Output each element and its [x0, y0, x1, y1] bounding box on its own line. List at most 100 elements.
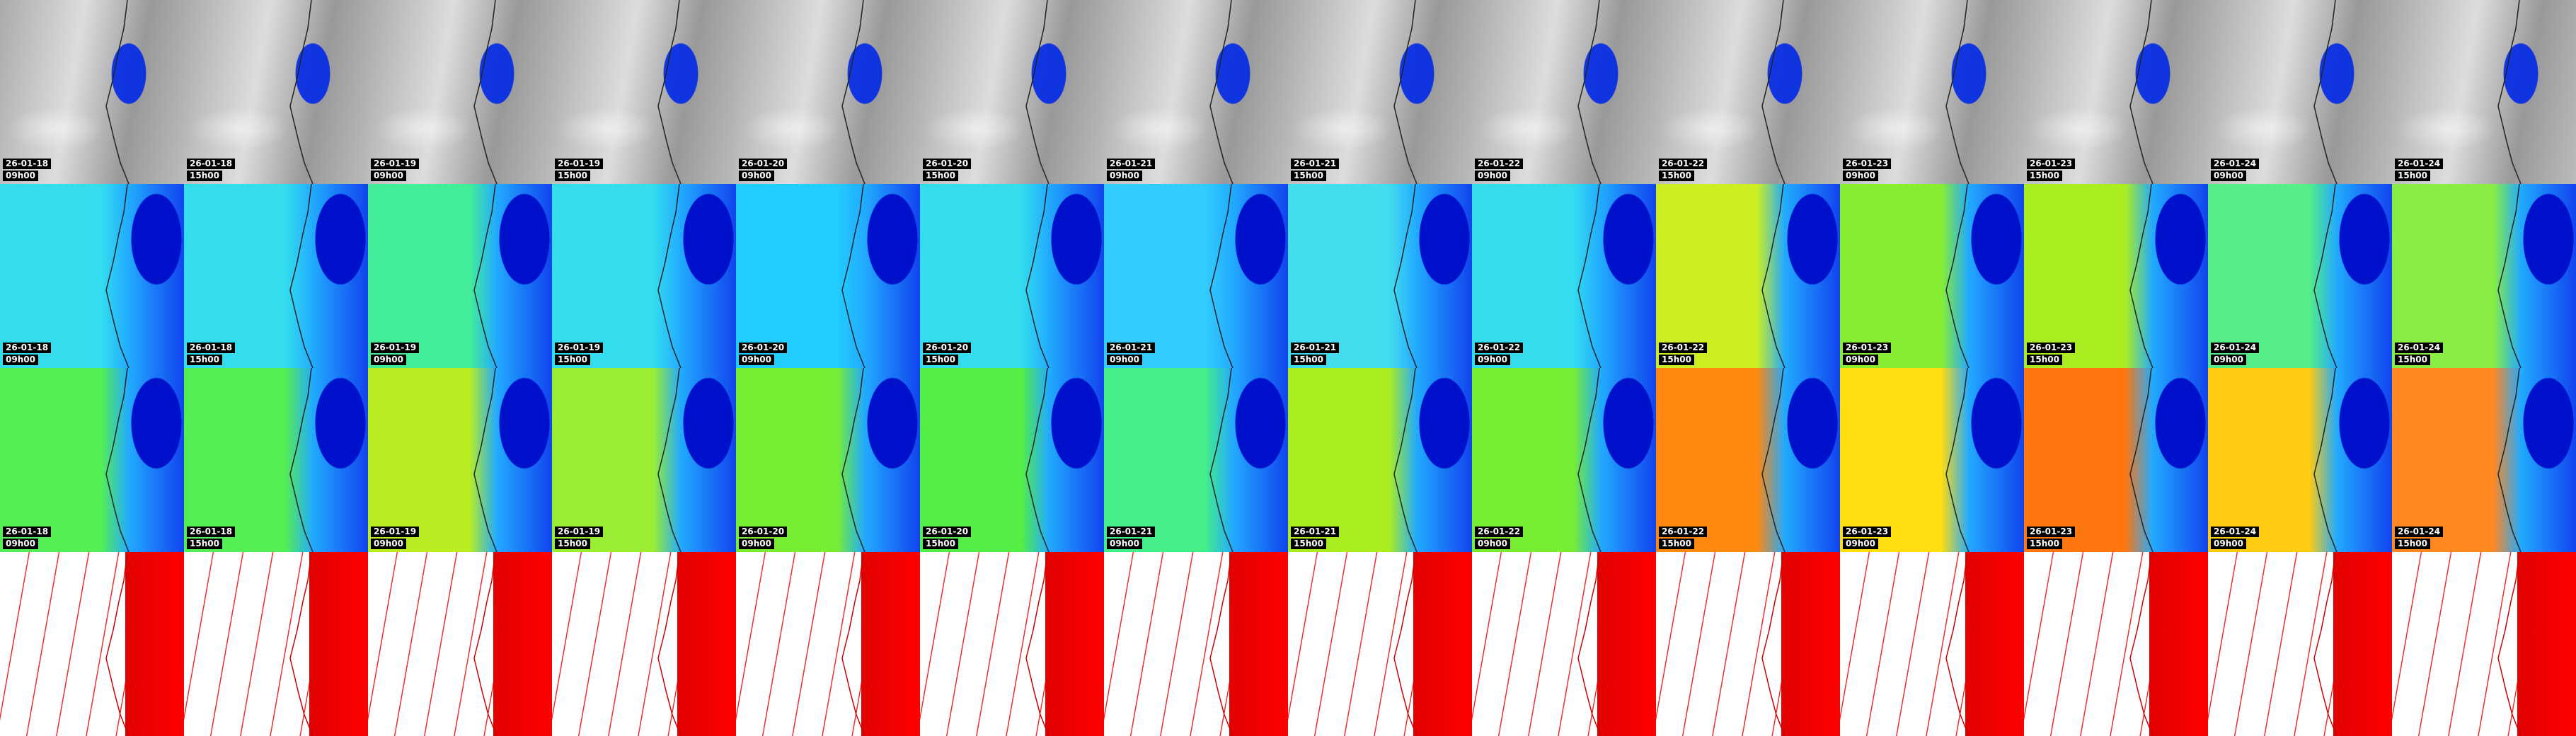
coastline [2497, 552, 2522, 736]
coast-path [1761, 368, 1786, 552]
label-time: 15h00 [923, 171, 958, 181]
label-date: 26-01-18 [187, 159, 236, 169]
wind-tile: 26-01-23 09h00 [1840, 184, 2024, 368]
label-date: 26-01-22 [1475, 527, 1524, 537]
pressure-tile [736, 552, 920, 736]
timestamp-label: 26-01-18 15h00 [187, 527, 236, 549]
coastline [2129, 0, 2154, 184]
coastline [1393, 184, 1418, 368]
coast-path [841, 0, 866, 184]
label-time: 09h00 [739, 355, 774, 365]
label-date: 26-01-23 [2027, 527, 2076, 537]
timestamp-label: 26-01-18 09h00 [3, 343, 52, 365]
pressure-tile [2024, 552, 2208, 736]
coast-path [1577, 184, 1602, 368]
label-time: 09h00 [371, 355, 406, 365]
coast-path [289, 368, 314, 552]
coast-path [1025, 552, 1050, 736]
label-time: 09h00 [1475, 355, 1510, 365]
coast-path [657, 184, 682, 368]
wind-tile: 26-01-23 15h00 [2024, 184, 2208, 368]
coastline [289, 368, 314, 552]
coastline [1761, 184, 1786, 368]
wind-tile: 26-01-19 09h00 [368, 184, 552, 368]
label-date: 26-01-24 [2211, 159, 2260, 169]
coastline [1393, 0, 1418, 184]
coastline [841, 368, 866, 552]
coastline [1209, 552, 1234, 736]
gust-tile: 26-01-23 15h00 [2024, 368, 2208, 552]
coast-path [105, 368, 130, 552]
timestamp-label: 26-01-18 15h00 [187, 343, 236, 365]
coastline [1209, 0, 1234, 184]
coastline [1577, 0, 1602, 184]
timestamp-label: 26-01-20 15h00 [923, 159, 972, 181]
coast-path [1761, 0, 1786, 184]
coastline [2497, 0, 2522, 184]
coastline [2313, 0, 2338, 184]
timestamp-label: 26-01-23 09h00 [1843, 159, 1892, 181]
gust-tile: 26-01-23 09h00 [1840, 368, 2024, 552]
coastline [1577, 552, 1602, 736]
label-date: 26-01-20 [739, 343, 788, 353]
label-time: 15h00 [2395, 171, 2430, 181]
wind-tile: 26-01-20 09h00 [736, 184, 920, 368]
wind-tile: 26-01-20 15h00 [920, 184, 1104, 368]
timestamp-label: 26-01-24 09h00 [2211, 159, 2260, 181]
coast-path [2497, 0, 2522, 184]
satellite-tile: 26-01-21 09h00 [1104, 0, 1288, 184]
pressure-tile [920, 552, 1104, 736]
timestamp-label: 26-01-19 15h00 [555, 343, 604, 365]
label-date: 26-01-19 [555, 527, 604, 537]
timestamp-label: 26-01-20 09h00 [739, 159, 788, 181]
coastline [1209, 368, 1234, 552]
coastline [473, 0, 498, 184]
coastline [841, 0, 866, 184]
coastline [1945, 184, 1970, 368]
label-time: 15h00 [2027, 355, 2062, 365]
coast-path [657, 0, 682, 184]
satellite-tile: 26-01-21 15h00 [1288, 0, 1472, 184]
coastline [289, 552, 314, 736]
satellite-tile: 26-01-20 09h00 [736, 0, 920, 184]
coastline [1025, 552, 1050, 736]
label-date: 26-01-24 [2395, 527, 2444, 537]
label-date: 26-01-24 [2395, 159, 2444, 169]
coast-path [1577, 552, 1602, 736]
coast-path [657, 552, 682, 736]
coastline [1945, 368, 1970, 552]
timestamp-label: 26-01-20 09h00 [739, 527, 788, 549]
wind-tile: 26-01-21 15h00 [1288, 184, 1472, 368]
timestamp-label: 26-01-20 09h00 [739, 343, 788, 365]
pressure-tile [1104, 552, 1288, 736]
coast-path [1761, 552, 1786, 736]
label-time: 09h00 [3, 355, 38, 365]
label-time: 15h00 [2027, 171, 2062, 181]
timestamp-label: 26-01-24 09h00 [2211, 343, 2260, 365]
label-date: 26-01-18 [3, 343, 52, 353]
label-time: 15h00 [2395, 355, 2430, 365]
label-time: 15h00 [2027, 539, 2062, 549]
label-time: 15h00 [1291, 355, 1326, 365]
coastline [105, 368, 130, 552]
label-time: 09h00 [371, 171, 406, 181]
label-time: 15h00 [1291, 171, 1326, 181]
timestamp-label: 26-01-22 15h00 [1659, 159, 1708, 181]
label-date: 26-01-19 [555, 159, 604, 169]
wind-tile: 26-01-24 09h00 [2208, 184, 2392, 368]
coast-path [2129, 368, 2154, 552]
gust-tile: 26-01-19 15h00 [552, 368, 736, 552]
timestamp-label: 26-01-24 15h00 [2395, 527, 2444, 549]
coastline [289, 0, 314, 184]
label-date: 26-01-19 [555, 343, 604, 353]
label-time: 09h00 [1475, 539, 1510, 549]
gust-tile: 26-01-18 15h00 [184, 368, 368, 552]
label-date: 26-01-23 [2027, 343, 2076, 353]
coastline [1577, 368, 1602, 552]
label-date: 26-01-22 [1659, 159, 1708, 169]
coast-path [2313, 0, 2338, 184]
label-time: 09h00 [739, 171, 774, 181]
label-date: 26-01-19 [371, 527, 420, 537]
pressure-tile [368, 552, 552, 736]
